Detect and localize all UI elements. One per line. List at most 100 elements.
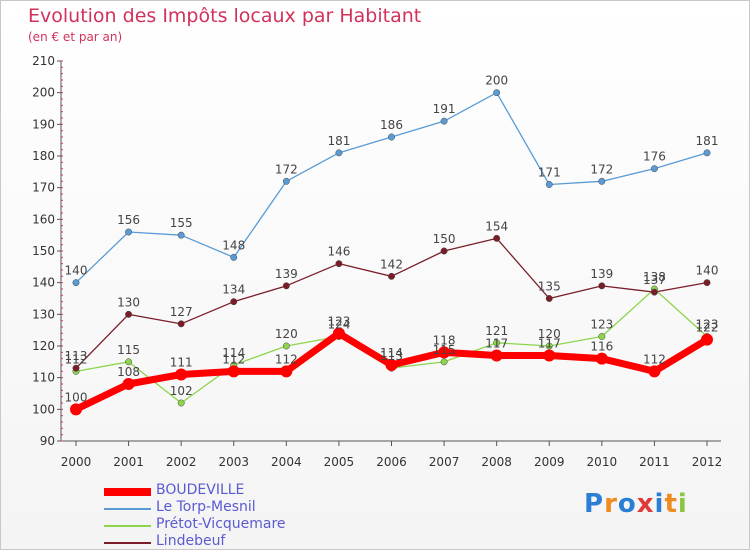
data-label-lindebeuf: 139: [590, 267, 613, 281]
data-point-boudeville: [122, 378, 135, 390]
data-label-pr-tot-vicquemare: 121: [485, 324, 508, 338]
x-tick-label: 2012: [692, 455, 723, 469]
data-point-pr-tot-vicquemare: [282, 342, 290, 350]
x-tick-label: 2011: [639, 455, 670, 469]
data-point-lindebeuf: [703, 279, 711, 287]
y-tick-label: 200: [32, 86, 55, 100]
data-point-boudeville: [227, 365, 240, 378]
data-label-boudeville: 117: [485, 337, 508, 351]
data-label-boudeville: 116: [590, 340, 613, 354]
data-label-lindebeuf: 137: [643, 273, 666, 287]
data-label-lindebeuf: 142: [380, 257, 403, 271]
data-label-pr-tot-vicquemare: 112: [65, 352, 88, 366]
data-label-lindebeuf: 134: [222, 283, 245, 297]
legend-swatch: [104, 542, 151, 544]
data-label-boudeville: 112: [643, 352, 666, 366]
x-tick-label: 2008: [481, 455, 512, 469]
data-label-pr-tot-vicquemare: 114: [222, 346, 245, 360]
data-label-lindebeuf: 150: [433, 232, 456, 246]
data-label-le-torp-mesnil: 200: [485, 74, 508, 88]
data-point-le-torp-mesnil: [230, 253, 238, 261]
data-point-le-torp-mesnil: [388, 133, 395, 141]
data-point-boudeville: [175, 368, 188, 381]
data-label-le-torp-mesnil: 155: [170, 216, 193, 230]
data-label-lindebeuf: 113: [65, 349, 88, 363]
data-label-lindebeuf: 127: [170, 305, 193, 319]
data-point-lindebeuf: [282, 282, 290, 290]
data-point-le-torp-mesnil: [282, 177, 290, 185]
data-label-boudeville: 118: [433, 333, 456, 347]
data-label-lindebeuf: 130: [117, 295, 140, 309]
data-label-pr-tot-vicquemare: 102: [170, 384, 193, 398]
data-point-le-torp-mesnil: [598, 177, 606, 185]
x-tick-label: 2009: [534, 455, 565, 469]
data-point-boudeville: [543, 349, 556, 362]
data-point-lindebeuf: [545, 295, 553, 302]
data-label-le-torp-mesnil: 148: [222, 238, 245, 252]
data-point-le-torp-mesnil: [650, 165, 658, 173]
data-label-pr-tot-vicquemare: 123: [590, 318, 613, 332]
x-tick-label: 2010: [587, 455, 618, 469]
x-tick-label: 2007: [429, 455, 460, 469]
data-label-pr-tot-vicquemare: 123: [696, 318, 719, 332]
data-point-lindebeuf: [177, 320, 185, 328]
y-tick-label: 150: [32, 244, 55, 258]
data-point-le-torp-mesnil: [125, 228, 133, 236]
data-point-le-torp-mesnil: [703, 149, 711, 157]
x-tick-label: 2006: [376, 455, 407, 469]
x-tick-label: 2004: [271, 455, 302, 469]
data-label-boudeville: 112: [275, 352, 298, 366]
data-point-le-torp-mesnil: [177, 231, 185, 239]
data-label-le-torp-mesnil: 176: [643, 150, 666, 164]
data-point-boudeville: [70, 403, 82, 416]
y-tick-label: 170: [32, 181, 55, 195]
data-point-lindebeuf: [335, 260, 343, 268]
y-tick-label: 90: [40, 434, 55, 448]
data-label-boudeville: 111: [170, 356, 193, 370]
data-point-le-torp-mesnil: [493, 89, 501, 97]
y-tick-label: 210: [32, 54, 55, 68]
data-point-pr-tot-vicquemare: [493, 339, 501, 347]
data-label-le-torp-mesnil: 140: [65, 264, 88, 278]
data-label-pr-tot-vicquemare: 120: [538, 327, 561, 341]
data-label-boudeville: 114: [380, 346, 403, 360]
data-label-boudeville: 122: [696, 321, 719, 335]
data-point-pr-tot-vicquemare: [598, 333, 606, 340]
data-point-lindebeuf: [125, 310, 133, 318]
data-label-lindebeuf: 139: [275, 267, 298, 281]
data-label-le-torp-mesnil: 172: [590, 162, 613, 176]
x-tick-label: 2003: [218, 455, 249, 469]
data-label-le-torp-mesnil: 156: [117, 213, 140, 227]
data-point-lindebeuf: [72, 364, 80, 372]
y-tick-label: 190: [32, 117, 55, 131]
data-point-lindebeuf: [598, 282, 606, 290]
data-point-lindebeuf: [230, 298, 238, 306]
data-point-lindebeuf: [388, 272, 395, 280]
data-label-lindebeuf: 146: [327, 245, 350, 259]
data-label-le-torp-mesnil: 181: [696, 134, 719, 148]
logo-letter: P: [584, 489, 605, 519]
y-tick-label: 180: [32, 149, 55, 163]
data-point-le-torp-mesnil: [545, 181, 553, 188]
legend-label: Le Torp-Mesnil: [156, 499, 256, 515]
proxiti-logo: Proxiti: [584, 489, 688, 519]
data-point-boudeville: [385, 359, 398, 371]
data-point-boudeville: [280, 365, 293, 378]
data-point-le-torp-mesnil: [440, 117, 448, 125]
data-point-le-torp-mesnil: [72, 279, 80, 287]
data-label-le-torp-mesnil: 186: [380, 118, 403, 132]
data-point-pr-tot-vicquemare: [545, 342, 553, 350]
y-tick-label: 130: [32, 307, 55, 321]
logo-letter: i: [654, 489, 665, 519]
x-tick-label: 2002: [166, 455, 197, 469]
y-tick-label: 120: [32, 339, 55, 353]
data-label-le-torp-mesnil: 172: [275, 162, 298, 176]
logo-letter: r: [604, 489, 618, 519]
data-label-le-torp-mesnil: 191: [433, 102, 456, 116]
y-tick-label: 100: [32, 402, 55, 416]
data-point-boudeville: [332, 327, 345, 340]
data-label-boudeville: 100: [65, 390, 88, 404]
logo-letter: i: [677, 489, 688, 519]
line-chart: 90 100 110 120 130 140 150 160 170 180 190 200 210 20…: [32, 54, 723, 469]
data-label-boudeville: 112: [222, 352, 245, 366]
